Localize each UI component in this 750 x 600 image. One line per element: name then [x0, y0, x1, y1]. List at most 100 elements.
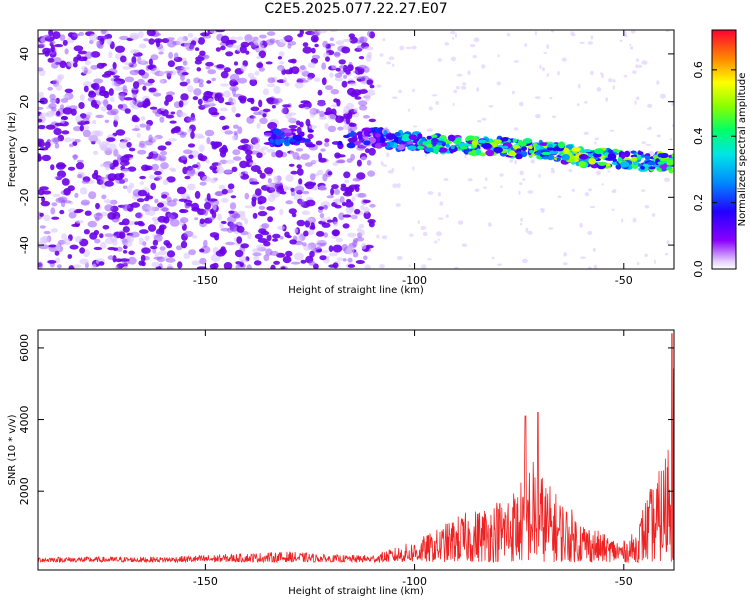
heatmap-cell: [63, 94, 70, 99]
heatmap-cell: [129, 231, 140, 238]
heatmap-cell: [596, 87, 602, 92]
heatmap-cell: [195, 47, 200, 51]
heatmap-cell: [431, 94, 438, 97]
heatmap-cell: [485, 149, 495, 157]
heatmap-cell: [412, 166, 415, 171]
heatmap-cell: [205, 61, 214, 67]
heatmap-cell: [249, 78, 258, 87]
heatmap-cell: [179, 112, 187, 117]
heatmap-cell: [240, 65, 247, 72]
heatmap-cell: [444, 42, 450, 46]
heatmap-cell: [379, 137, 386, 144]
heatmap-cell: [136, 132, 141, 138]
heatmap-cell: [522, 178, 526, 182]
heatmap-cell: [313, 186, 318, 191]
heatmap-cell: [421, 264, 427, 269]
heatmap-cell: [624, 34, 628, 38]
heatmap-cell: [144, 165, 153, 171]
heatmap-cell: [331, 184, 339, 190]
heatmap-cell: [168, 51, 174, 59]
heatmap-cell: [347, 64, 354, 72]
heatmap-cell: [159, 116, 165, 123]
heatmap-cell: [395, 203, 401, 207]
heatmap-cell: [202, 175, 211, 183]
heatmap-cell: [142, 241, 147, 247]
heatmap-cell: [417, 220, 420, 225]
heatmap-cell: [561, 57, 567, 62]
heatmap-cell: [128, 250, 135, 255]
heatmap-cell: [234, 249, 244, 258]
heatmap-cell: [343, 171, 351, 179]
heatmap-cell: [621, 218, 624, 223]
heatmap-cell: [169, 219, 180, 227]
heatmap-cell: [45, 124, 56, 130]
heatmap-cell: [148, 87, 157, 93]
heatmap-cell: [91, 263, 97, 269]
heatmap-cell: [176, 36, 186, 45]
heatmap-cell: [337, 126, 344, 131]
heatmap-cell: [280, 266, 286, 269]
heatmap-cell: [660, 93, 666, 99]
heatmap-cell: [82, 68, 92, 75]
heatmap-cell: [114, 86, 124, 91]
heatmap-cell: [450, 30, 456, 35]
heatmap-cell: [407, 140, 414, 145]
heatmap-cell: [358, 100, 368, 106]
heatmap-cell: [183, 149, 193, 154]
heatmap-cell: [254, 70, 260, 76]
heatmap-cell: [550, 30, 555, 33]
heatmap-cell: [391, 63, 395, 67]
heatmap-cell: [231, 105, 236, 113]
heatmap-cell: [302, 190, 310, 195]
heatmap-cell: [229, 202, 237, 210]
heatmap-cell: [345, 69, 351, 75]
heatmap-cell: [347, 257, 353, 263]
heatmap-cell: [192, 164, 199, 169]
heatmap-cell: [150, 136, 159, 141]
heatmap-cell: [517, 139, 523, 146]
heatmap-cell: [461, 243, 468, 247]
heatmap-cell: [83, 81, 92, 88]
heatmap-cell: [232, 81, 239, 86]
heatmap-cell: [345, 117, 351, 125]
heatmap-cell: [332, 162, 339, 166]
heatmap-cell: [514, 160, 517, 165]
heatmap-cell: [140, 116, 146, 121]
heatmap-cell: [176, 65, 181, 74]
heatmap-cell: [174, 52, 179, 60]
heatmap-cell: [299, 131, 305, 137]
heatmap-cell: [577, 83, 581, 89]
heatmap-cell: [150, 182, 156, 191]
heatmap-cell: [38, 153, 42, 162]
heatmap-cell: [102, 225, 110, 230]
heatmap-cell: [314, 43, 319, 48]
heatmap-cell: [51, 62, 59, 69]
heatmap-cell: [219, 223, 224, 229]
heatmap-cell: [258, 205, 266, 210]
heatmap-cell: [63, 188, 71, 196]
heatmap-cell: [327, 125, 337, 132]
heatmap-cell: [214, 234, 220, 241]
heatmap-cell: [108, 88, 114, 96]
heatmap-cell: [182, 60, 188, 66]
heatmap-cell: [155, 175, 163, 181]
heatmap-cell: [273, 99, 280, 106]
heatmap-cell: [151, 261, 160, 268]
heatmap-cell: [543, 52, 547, 54]
heatmap-cell: [645, 156, 651, 160]
colorbar-tick-label: 0.4: [692, 127, 705, 145]
heatmap-cell: [112, 159, 119, 166]
heatmap-cell: [123, 137, 131, 142]
heatmap-cell: [179, 81, 188, 87]
heatmap-cell: [481, 117, 487, 121]
heatmap-cell: [113, 80, 122, 87]
heatmap-cell: [48, 30, 54, 37]
heatmap-cell: [273, 175, 279, 183]
heatmap-cell: [96, 40, 103, 48]
heatmap-cell: [561, 154, 570, 161]
heatmap-cell: [379, 53, 384, 57]
heatmap-cell: [386, 133, 396, 140]
heatmap-cell: [357, 192, 367, 198]
heatmap-cell: [629, 44, 632, 46]
heatmap-cell: [266, 83, 276, 87]
